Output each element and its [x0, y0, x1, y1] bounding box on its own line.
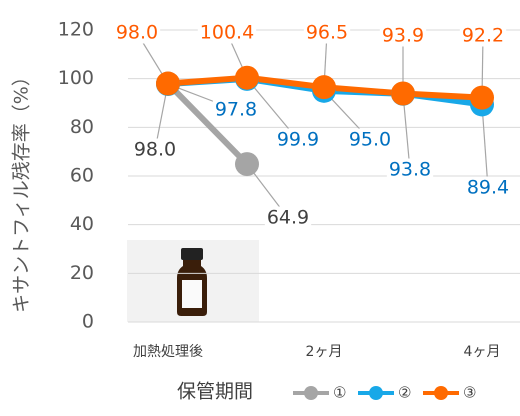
y-tick-label: 60: [70, 165, 94, 187]
leaders: [136, 32, 489, 219]
legend-marker: [434, 386, 448, 400]
y-tick-label: 0: [82, 311, 94, 333]
x-axis-title: 保管期間: [177, 381, 253, 403]
data-label: 89.4: [467, 177, 509, 199]
y-tick-label: 20: [70, 262, 94, 284]
marker: [470, 85, 494, 110]
data-label: 93.9: [382, 25, 424, 47]
legend-label: ③: [463, 384, 476, 402]
data-label: 98.0: [134, 139, 176, 161]
leader-line: [402, 93, 411, 171]
label-bg: [264, 206, 312, 229]
legend-label: ①: [333, 384, 346, 402]
product-photo: [127, 240, 259, 322]
legend-marker: [369, 386, 383, 400]
marker: [312, 75, 336, 100]
y-tick-label: 120: [58, 19, 94, 41]
x-tick-label: 2ヶ月: [306, 344, 343, 360]
label-bg: [197, 21, 257, 44]
y-tick-label: 100: [58, 67, 94, 89]
x-tick-label: 加熱処理後: [133, 344, 203, 360]
label-bg: [464, 176, 512, 199]
x-tick-label: 4ヶ月: [464, 344, 501, 360]
labels: 98.0 64.9 97.8 99.9 95.0 93.8 89.4 98.0 100.4 96.…: [113, 21, 512, 229]
marker: [391, 81, 415, 106]
data-label: 93.8: [389, 159, 431, 181]
data-label: 97.8: [215, 99, 257, 121]
label-bg: [459, 24, 507, 47]
label-bg: [113, 21, 161, 44]
y-axis-title: キサントフィル残存率（%）: [11, 67, 33, 313]
label-bg: [379, 24, 427, 47]
series-line: [165, 81, 250, 167]
label-bg: [212, 98, 260, 121]
label-bg: [274, 128, 322, 151]
y-tick-label: 80: [70, 116, 94, 138]
label-bg: [303, 21, 351, 44]
data-label: 100.4: [200, 22, 254, 44]
data-label: 99.9: [277, 129, 319, 151]
data-label: 64.9: [267, 207, 309, 229]
markers: [156, 65, 494, 177]
y-tick-label: 40: [70, 213, 94, 235]
legend-label: ②: [398, 384, 411, 402]
data-label: 92.2: [462, 25, 504, 47]
legend-marker: [304, 386, 318, 400]
marker: [235, 65, 259, 90]
data-label: 95.0: [349, 129, 391, 151]
label-bg: [386, 158, 434, 181]
marker: [235, 152, 259, 177]
data-label: 98.0: [116, 22, 158, 44]
leader-line: [481, 104, 489, 189]
data-label: 96.5: [306, 22, 348, 44]
marker: [156, 71, 180, 96]
label-bg: [131, 138, 179, 161]
label-bg: [346, 128, 394, 151]
